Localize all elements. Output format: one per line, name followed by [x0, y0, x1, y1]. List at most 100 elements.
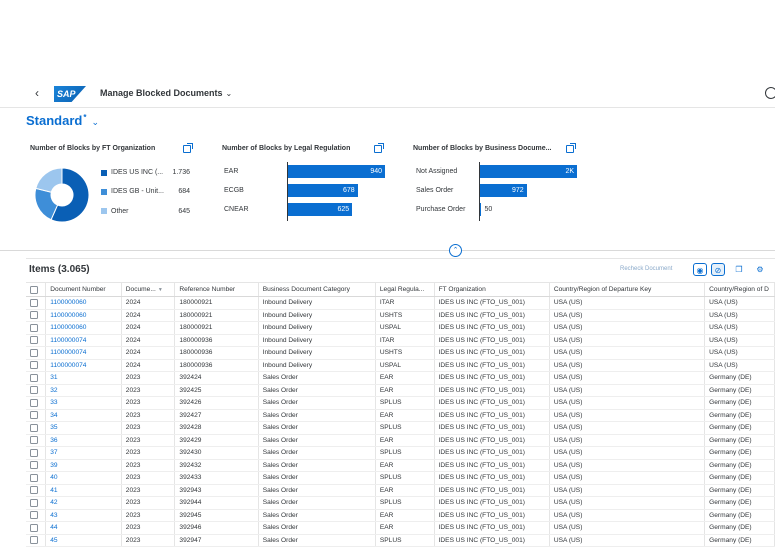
document-number-link[interactable]: 37 — [45, 446, 122, 460]
table-row[interactable]: 44 2023 392946 Sales Order EAR IDES US INC (F… — [26, 521, 775, 535]
legend-label[interactable]: IDES US INC (... — [111, 169, 164, 176]
row-checkbox[interactable] — [30, 373, 38, 382]
row-checkbox[interactable] — [30, 323, 38, 332]
document-number-link[interactable]: 34 — [45, 409, 122, 422]
recheck-document-button[interactable]: Recheck Document — [620, 266, 673, 272]
document-number-link[interactable]: 32 — [45, 384, 122, 397]
column-header[interactable]: Reference Number — [174, 282, 259, 297]
table-row[interactable]: 34 2023 392427 Sales Order EAR IDES US INC (F… — [26, 409, 775, 422]
table-row[interactable]: 1100000074 2024 180000936 Inbound Delivery U… — [26, 359, 775, 372]
row-select-cell[interactable] — [26, 409, 47, 422]
row-select-cell[interactable] — [26, 459, 47, 472]
open-chart-icon[interactable] — [374, 143, 384, 153]
search-icon[interactable] — [765, 87, 775, 99]
row-checkbox[interactable] — [30, 361, 38, 370]
table-row[interactable]: 45 2023 392947 Sales Order SPLUS IDES US INC … — [26, 534, 775, 547]
donut-slice[interactable] — [35, 167, 63, 193]
show-icon[interactable]: ◉ — [693, 263, 707, 276]
document-number-link[interactable]: 1100000060 — [45, 321, 122, 335]
row-checkbox[interactable] — [30, 336, 38, 345]
table-row[interactable]: 40 2023 392433 Sales Order SPLUS IDES US INC … — [26, 471, 775, 485]
row-checkbox[interactable] — [30, 386, 38, 395]
row-select-cell[interactable] — [26, 471, 47, 485]
document-number-link[interactable]: 1100000074 — [45, 359, 122, 372]
copy-icon[interactable]: ❐ — [735, 265, 743, 274]
row-select-cell[interactable] — [26, 396, 47, 410]
row-checkbox[interactable] — [30, 348, 38, 357]
column-header[interactable]: FT Organization — [434, 282, 550, 297]
row-select-cell[interactable] — [26, 371, 47, 385]
row-select-cell[interactable] — [26, 359, 47, 372]
bar[interactable] — [479, 165, 577, 178]
row-checkbox[interactable] — [30, 511, 38, 520]
document-number-link[interactable]: 1100000074 — [45, 346, 122, 360]
row-checkbox[interactable] — [30, 298, 38, 307]
document-number-link[interactable]: 31 — [45, 371, 122, 385]
variant-selector[interactable]: Standard* ⌄ — [26, 113, 99, 128]
settings-gear-icon[interactable]: ⚙ — [756, 265, 764, 274]
row-checkbox[interactable] — [30, 523, 38, 532]
row-select-cell[interactable] — [26, 309, 47, 322]
open-chart-icon[interactable] — [183, 143, 193, 153]
select-all-cell[interactable] — [26, 282, 47, 297]
document-number-link[interactable]: 45 — [45, 534, 122, 547]
row-select-cell[interactable] — [26, 434, 47, 447]
back-arrow-icon[interactable]: ‹ — [35, 86, 39, 100]
table-row[interactable]: 39 2023 392432 Sales Order EAR IDES US INC (F… — [26, 459, 775, 472]
table-row[interactable]: 43 2023 392945 Sales Order EAR IDES US INC (F… — [26, 509, 775, 522]
row-checkbox[interactable] — [30, 498, 38, 507]
bar[interactable] — [287, 184, 358, 197]
table-row[interactable]: 1100000074 2024 180000936 Inbound Delivery I… — [26, 334, 775, 347]
table-row[interactable]: 1100000060 2024 180000921 Inbound Delivery U… — [26, 309, 775, 322]
column-header[interactable]: Country/Region of D — [704, 282, 775, 297]
row-checkbox[interactable] — [30, 311, 38, 320]
document-number-link[interactable]: 43 — [45, 509, 122, 522]
row-checkbox[interactable] — [30, 536, 38, 545]
donut-slice[interactable] — [50, 167, 90, 223]
table-row[interactable]: 1100000074 2024 180000936 Inbound Delivery U… — [26, 346, 775, 360]
row-checkbox[interactable] — [30, 473, 38, 482]
row-checkbox[interactable] — [30, 436, 38, 445]
donut-chart[interactable] — [34, 167, 90, 223]
document-number-link[interactable]: 40 — [45, 471, 122, 485]
table-row[interactable]: 31 2023 392424 Sales Order EAR IDES US INC (F… — [26, 371, 775, 385]
column-header[interactable]: Business Document Category — [258, 282, 376, 297]
row-checkbox[interactable] — [30, 486, 38, 495]
app-title-menu[interactable]: Manage Blocked Documents ⌄ — [100, 88, 232, 98]
row-select-cell[interactable] — [26, 521, 47, 535]
open-chart-icon[interactable] — [566, 143, 576, 153]
select-all-checkbox[interactable] — [30, 285, 38, 294]
document-number-link[interactable]: 36 — [45, 434, 122, 447]
document-number-link[interactable]: 41 — [45, 484, 122, 497]
table-row[interactable]: 1100000060 2024 180000921 Inbound Delivery I… — [26, 296, 775, 310]
row-checkbox[interactable] — [30, 423, 38, 432]
row-checkbox[interactable] — [30, 461, 38, 470]
row-checkbox[interactable] — [30, 411, 38, 420]
row-checkbox[interactable] — [30, 448, 38, 457]
document-number-link[interactable]: 42 — [45, 496, 122, 510]
bar[interactable] — [479, 184, 527, 197]
table-row[interactable]: 33 2023 392426 Sales Order SPLUS IDES US INC … — [26, 396, 775, 410]
row-select-cell[interactable] — [26, 484, 47, 497]
document-number-link[interactable]: 35 — [45, 421, 122, 435]
column-header[interactable]: Country/Region of Departure Key — [549, 282, 706, 297]
table-row[interactable]: 35 2023 392428 Sales Order SPLUS IDES US INC … — [26, 421, 775, 435]
document-number-link[interactable]: 39 — [45, 459, 122, 472]
table-row[interactable]: 32 2023 392425 Sales Order EAR IDES US INC (F… — [26, 384, 775, 397]
legend-label[interactable]: Other — [111, 208, 129, 215]
row-checkbox[interactable] — [30, 398, 38, 407]
column-header[interactable]: Legal Regula... — [375, 282, 435, 297]
table-row[interactable]: 42 2023 392944 Sales Order SPLUS IDES US INC … — [26, 496, 775, 510]
row-select-cell[interactable] — [26, 296, 47, 310]
table-row[interactable]: 41 2023 392943 Sales Order EAR IDES US INC (F… — [26, 484, 775, 497]
document-number-link[interactable]: 1100000074 — [45, 334, 122, 347]
row-select-cell[interactable] — [26, 321, 47, 335]
document-number-link[interactable]: 1100000060 — [45, 296, 122, 310]
row-select-cell[interactable] — [26, 496, 47, 510]
table-row[interactable]: 1100000060 2024 180000921 Inbound Delivery U… — [26, 321, 775, 335]
row-select-cell[interactable] — [26, 334, 47, 347]
row-select-cell[interactable] — [26, 421, 47, 435]
row-select-cell[interactable] — [26, 446, 47, 460]
document-number-link[interactable]: 1100000060 — [45, 309, 122, 322]
row-select-cell[interactable] — [26, 384, 47, 397]
